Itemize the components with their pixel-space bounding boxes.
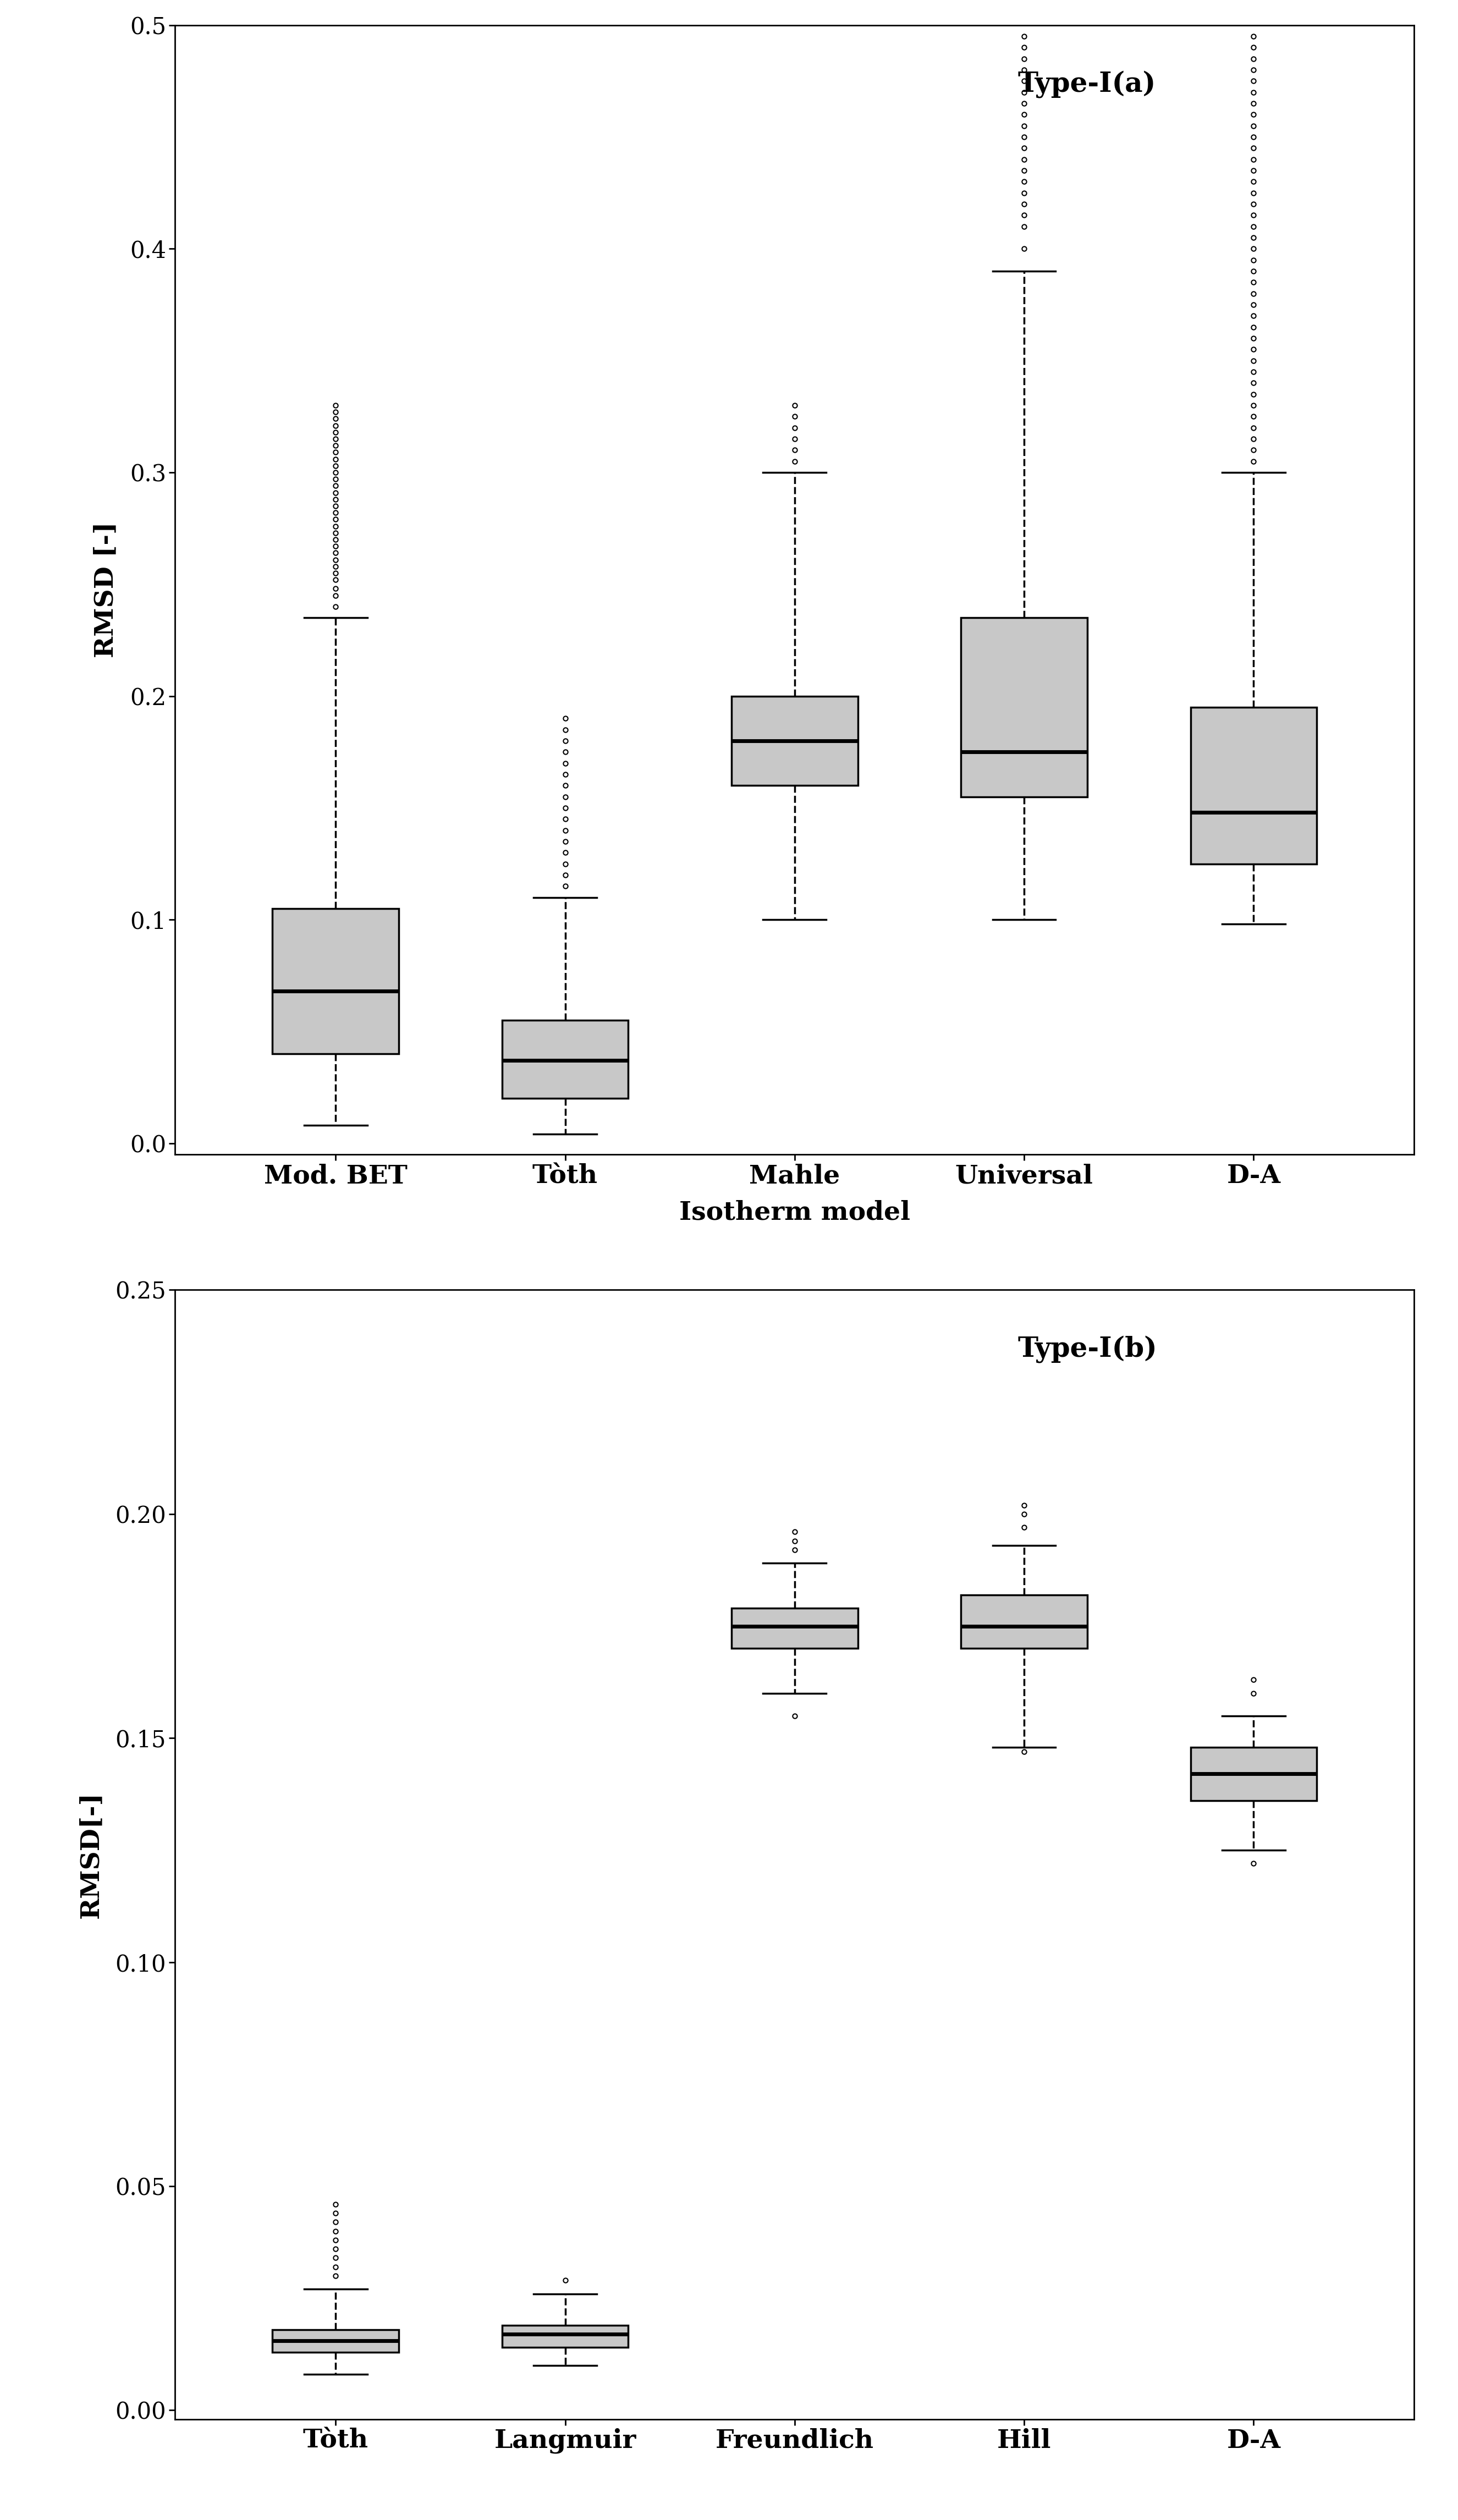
Y-axis label: RMSD [-]: RMSD [-] — [93, 522, 118, 658]
PathPatch shape — [1191, 1746, 1317, 1802]
Text: Type-I(a): Type-I(a) — [1018, 71, 1156, 98]
Text: Type-I(b): Type-I(b) — [1018, 1336, 1158, 1363]
PathPatch shape — [1191, 708, 1317, 864]
PathPatch shape — [732, 1608, 857, 1648]
PathPatch shape — [502, 2326, 628, 2349]
X-axis label: Isotherm model: Isotherm model — [679, 1200, 910, 1225]
PathPatch shape — [273, 2328, 398, 2351]
PathPatch shape — [732, 696, 857, 786]
Y-axis label: RMSD[-]: RMSD[-] — [79, 1792, 104, 1918]
PathPatch shape — [961, 1595, 1088, 1648]
PathPatch shape — [961, 617, 1088, 796]
PathPatch shape — [502, 1021, 628, 1099]
PathPatch shape — [273, 910, 398, 1053]
